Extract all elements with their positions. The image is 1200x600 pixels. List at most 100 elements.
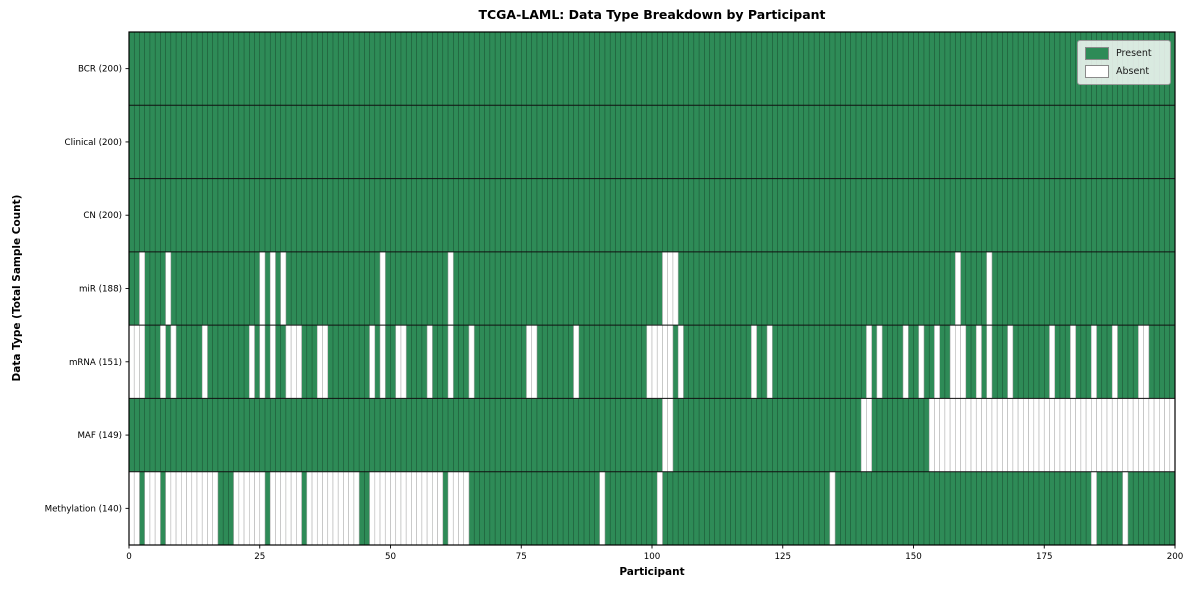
heatmap-cell-absent-MAF-140 (860, 398, 867, 473)
heatmap-cell-absent-miR-102 (662, 251, 668, 326)
heatmap-cell-absent-mRNA-143 (876, 324, 883, 399)
x-axis-label: Participant (619, 566, 685, 578)
heatmap-cell-absent-MAF-161 (970, 398, 977, 473)
heatmap-cell-absent-Methylation-57 (426, 471, 433, 546)
heatmap-cell-absent-miR-27 (269, 251, 276, 326)
heatmap-cell-absent-miR-7 (165, 251, 172, 326)
heatmap-cell-absent-miR-25 (259, 251, 266, 326)
legend: Present Absent (1077, 40, 1171, 85)
heatmap-cell-absent-Methylation-16 (212, 471, 219, 546)
heatmap-cell-absent-Methylation-24 (254, 471, 261, 546)
heatmap-cell-absent-MAF-170 (1017, 398, 1024, 473)
heatmap-cell-absent-MAF-171 (1023, 398, 1029, 473)
heatmap-cell-absent-mRNA-101 (656, 324, 663, 399)
heatmap-cell-absent-MAF-179 (1064, 398, 1071, 473)
heatmap-cell-absent-Methylation-184 (1091, 471, 1097, 546)
heatmap-cell-absent-mRNA-193 (1138, 324, 1144, 399)
heatmap-cell-absent-Methylation-64 (463, 471, 470, 546)
heatmap-cell-absent-MAF-198 (1164, 398, 1171, 473)
heatmap-cell-absent-MAF-159 (960, 398, 967, 473)
heatmap-cell-absent-miR-29 (280, 251, 287, 326)
heatmap-cell-absent-Methylation-52 (400, 471, 407, 546)
heatmap-cell-absent-MAF-164 (986, 398, 993, 473)
heatmap-cell-absent-mRNA-162 (975, 324, 982, 399)
heatmap-cell-absent-mRNA-157 (949, 324, 956, 399)
heatmap-cell-absent-mRNA-99 (646, 324, 653, 399)
heatmap-cell-absent-mRNA-0 (128, 324, 135, 399)
x-tick-label: 25 (254, 552, 265, 562)
heatmap-cell-absent-mRNA-23 (248, 324, 255, 399)
heatmap-cell-absent-MAF-184 (1091, 398, 1097, 473)
x-tick-label: 0 (126, 552, 132, 562)
heatmap-cell-absent-Methylation-36 (316, 471, 323, 546)
heatmap-cell-absent-MAF-102 (662, 398, 668, 473)
heatmap-cell-absent-Methylation-20 (233, 471, 240, 546)
heatmap-cell-absent-Methylation-41 (343, 471, 349, 546)
heatmap-cell-absent-mRNA-2 (139, 324, 145, 399)
legend-entry-present: Present (1085, 47, 1162, 60)
heatmap-cell-absent-Methylation-34 (306, 471, 313, 546)
heatmap-cell-absent-MAF-177 (1054, 398, 1061, 473)
heatmap-cell-absent-MAF-155 (939, 398, 946, 473)
heatmap-cell-absent-Methylation-190 (1122, 471, 1129, 546)
heatmap-cell-absent-miR-158 (955, 251, 961, 326)
heatmap-cell-absent-Methylation-40 (337, 471, 344, 546)
heatmap-cell-absent-mRNA-48 (379, 324, 386, 399)
heatmap-cell-absent-MAF-160 (965, 398, 972, 473)
heatmap-cell-absent-MAF-173 (1033, 398, 1040, 473)
heatmap-cell-absent-Methylation-61 (447, 471, 454, 546)
heatmap-cell-absent-Methylation-134 (829, 471, 836, 546)
heatmap-cell-absent-mRNA-154 (934, 324, 940, 399)
heatmap-cell-absent-MAF-169 (1012, 398, 1019, 473)
heatmap-cell-absent-MAF-172 (1028, 398, 1035, 473)
heatmap-cell-absent-Methylation-22 (243, 471, 250, 546)
heatmap-cell-absent-Methylation-59 (437, 471, 444, 546)
heatmap-cell-absent-MAF-174 (1038, 398, 1045, 473)
heatmap-cell-absent-mRNA-36 (316, 324, 323, 399)
heatmap-cell-absent-mRNA-168 (1007, 324, 1014, 399)
heatmap-cell-absent-Methylation-37 (322, 471, 329, 546)
heatmap-cell-absent-mRNA-37 (322, 324, 329, 399)
heatmap-cell-absent-MAF-191 (1127, 398, 1134, 473)
heatmap-cell-absent-mRNA-105 (677, 324, 684, 399)
heatmap-cell-absent-MAF-183 (1085, 398, 1092, 473)
heatmap-cell-absent-MAF-199 (1169, 398, 1176, 473)
legend-label-present: Present (1116, 47, 1152, 59)
heatmap-cell-absent-mRNA-148 (902, 324, 909, 399)
y-tick-label-MAF: MAF (149) (77, 431, 122, 441)
heatmap-cell-absent-mRNA-51 (395, 324, 402, 399)
heatmap-cell-absent-Methylation-48 (379, 471, 386, 546)
y-tick-label-CN: CN (200) (83, 211, 122, 221)
heatmap-cell-absent-Methylation-21 (238, 471, 245, 546)
heatmap-cell-absent-mRNA-119 (751, 324, 757, 399)
heatmap-cell-absent-MAF-165 (991, 398, 998, 473)
heatmap-cell-absent-MAF-163 (981, 398, 988, 473)
heatmap-cell-absent-mRNA-6 (160, 324, 166, 399)
heatmap-cell-absent-Methylation-62 (452, 471, 459, 546)
heatmap-cell-absent-Methylation-38 (327, 471, 334, 546)
heatmap-cell-absent-mRNA-103 (667, 324, 674, 399)
heatmap-cell-absent-miR-103 (667, 251, 674, 326)
heatmap-cell-absent-Methylation-28 (275, 471, 281, 546)
heatmap-cell-absent-Methylation-12 (191, 471, 198, 546)
heatmap-cell-absent-Methylation-53 (405, 471, 412, 546)
heatmap-cell-absent-mRNA-76 (526, 324, 533, 399)
x-tick-label: 50 (385, 552, 396, 562)
heatmap-cell-absent-MAF-192 (1132, 398, 1139, 473)
heatmap-cell-absent-MAF-166 (996, 398, 1003, 473)
heatmap-cell-absent-MAF-189 (1117, 398, 1123, 473)
x-tick-label: 100 (644, 552, 661, 562)
heatmap-cell-absent-mRNA-27 (269, 324, 276, 399)
heatmap-cell-absent-Methylation-35 (311, 471, 318, 546)
heatmap-cell-absent-miR-48 (379, 251, 386, 326)
heatmap-cell-absent-Methylation-32 (296, 471, 302, 546)
heatmap-cell-absent-MAF-156 (944, 398, 951, 473)
heatmap-cell-absent-MAF-167 (1002, 398, 1008, 473)
heatmap-cell-absent-MAF-168 (1007, 398, 1014, 473)
heatmap-cell-absent-Methylation-4 (149, 471, 156, 546)
heatmap-cell-absent-MAF-185 (1096, 398, 1103, 473)
heatmap-cell-absent-Methylation-3 (144, 471, 151, 546)
heatmap-cell-absent-Methylation-42 (348, 471, 355, 546)
heatmap-cell-absent-Methylation-27 (269, 471, 276, 546)
